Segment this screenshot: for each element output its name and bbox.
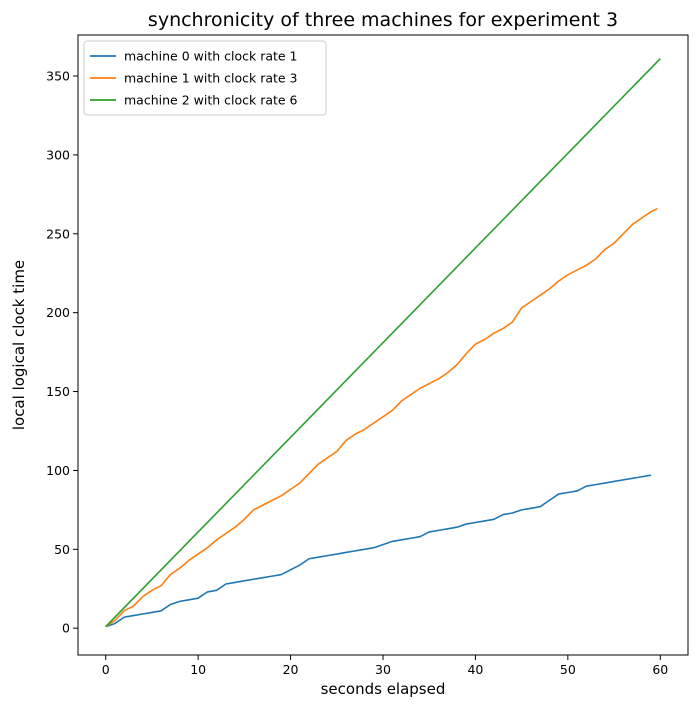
y-axis-label: local logical clock time [10,260,28,430]
series-line-2 [105,58,661,628]
chart-title: synchronicity of three machines for expe… [148,9,618,31]
y-tick-label: 350 [46,69,70,84]
y-axis: 0 50 100 150 200 250 300 350 [46,69,78,636]
plot-lines [105,58,661,628]
legend-label-2: machine 2 with clock rate 6 [124,93,298,108]
x-tick-label: 10 [190,662,206,677]
series-line-0 [105,474,652,628]
legend-box [83,40,327,116]
y-tick-label: 250 [46,226,70,241]
x-tick-label: 60 [652,662,668,677]
x-tick-label: 30 [375,662,391,677]
y-tick-label: 150 [46,384,70,399]
x-axis-label: seconds elapsed [321,680,446,698]
x-tick-label: 0 [102,662,110,677]
y-tick-label: 0 [62,621,70,636]
legend-label-1: machine 1 with clock rate 3 [124,71,298,86]
y-tick-label: 100 [46,463,70,478]
x-tick-label: 20 [283,662,299,677]
y-tick-label: 200 [46,305,70,320]
y-tick-label: 300 [46,147,70,162]
x-tick-label: 50 [560,662,576,677]
x-axis: 0 10 20 30 40 50 60 [102,655,668,677]
x-tick-label: 40 [467,662,483,677]
y-tick-label: 50 [54,542,70,557]
legend-label-0: machine 0 with clock rate 1 [124,49,298,64]
series-line-1 [105,207,658,628]
legend: machine 0 with clock rate 1 machine 1 wit… [83,40,327,116]
